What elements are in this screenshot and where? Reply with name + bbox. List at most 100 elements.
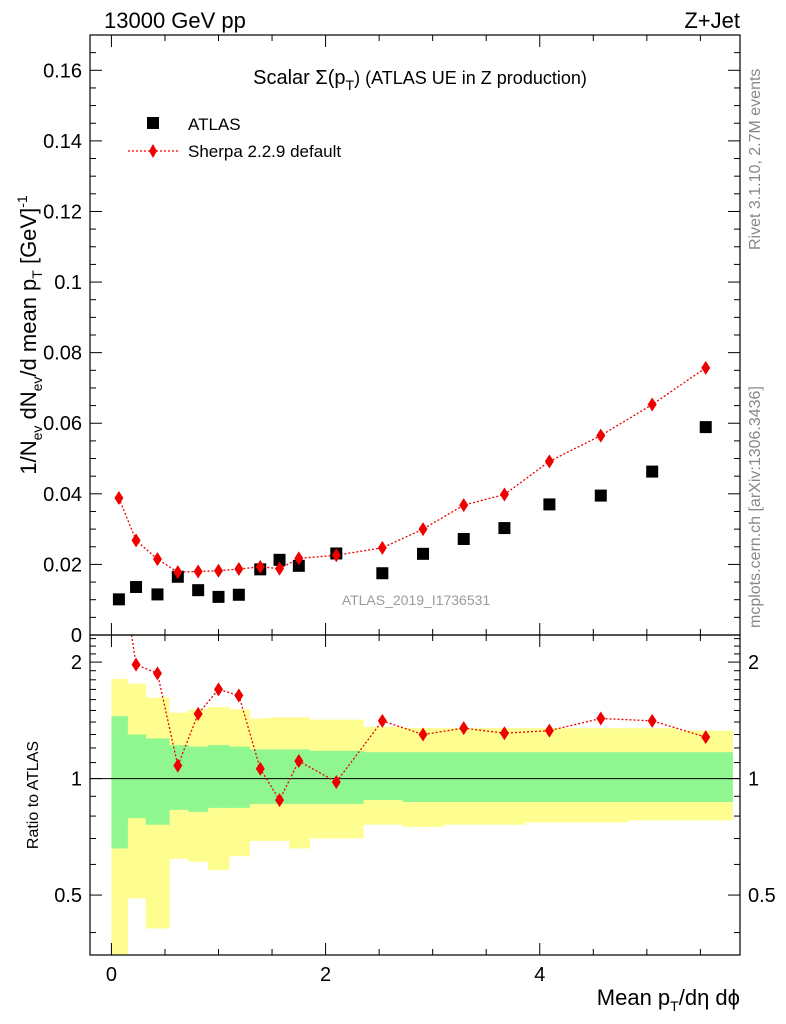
y-tick-label: 0.02 — [43, 554, 82, 576]
y-tick-label: 0.08 — [43, 343, 82, 365]
inner-band-bin — [443, 752, 485, 802]
inner-band-bin — [229, 746, 250, 808]
ratio-sherpa-point — [701, 730, 711, 745]
ratio-uncertainty-bands — [111, 678, 733, 955]
ratio-sherpa-point — [173, 758, 183, 773]
atlas-point — [498, 522, 511, 535]
inner-band-bin — [111, 716, 128, 849]
ratio-y-axis-label: Ratio to ATLAS — [25, 741, 42, 849]
analysis-watermark: ATLAS_2019_I1736531 — [342, 592, 491, 608]
x-axis-label: Mean pT/dη dϕ — [597, 985, 740, 1014]
legend-sherpa-marker — [149, 144, 157, 158]
inner-band-bin — [627, 752, 678, 802]
atlas-point — [646, 465, 659, 478]
sherpa-line — [118, 367, 707, 573]
ratio-y-tick-label-right: 2 — [748, 652, 759, 674]
sherpa-point — [131, 533, 141, 548]
sherpa-point — [275, 561, 285, 576]
atlas-point — [543, 498, 556, 511]
atlas-point — [457, 533, 470, 545]
sherpa-point — [214, 563, 224, 578]
ratio-y-tick-label: 1 — [71, 769, 82, 791]
atlas-point — [212, 590, 225, 603]
y-tick-label: 0.06 — [43, 413, 82, 435]
sherpa-point — [459, 498, 469, 513]
legend-atlas-marker — [147, 117, 159, 129]
ratio-y-tick-label-right: 1 — [748, 769, 759, 791]
sherpa-point — [418, 522, 428, 537]
inner-band-bin — [127, 734, 147, 819]
inner-band-bin — [169, 745, 189, 810]
ratio-sherpa-point — [544, 723, 554, 738]
main-y-axis-label: 1/Nev dNev/d mean pT [GeV]-1 — [14, 195, 45, 475]
ratio-sherpa-point — [214, 682, 224, 697]
main-series — [112, 360, 712, 606]
rivet-version-label: Rivet 3.1.10, 2.7M events — [747, 69, 764, 250]
sherpa-point — [114, 491, 124, 506]
y-tick-label: 0.1 — [54, 272, 82, 294]
y-tick-label: 0.14 — [43, 131, 82, 153]
x-tick-label: 2 — [320, 964, 331, 986]
atlas-point — [112, 593, 125, 606]
inner-band-bin — [188, 746, 209, 812]
inner-band-bin — [402, 752, 444, 802]
atlas-point — [594, 489, 607, 502]
inner-band-bin — [574, 752, 628, 802]
sherpa-point — [377, 540, 387, 555]
main-panel: 0 0.02 0.04 0.06 0.08 0.1 0.12 0.14 0.16 Scalar … — [14, 34, 741, 647]
sherpa-point — [544, 454, 554, 469]
ratio-sherpa-point — [255, 761, 265, 776]
ratio-series-clipped — [130, 635, 711, 808]
ratio-y-tick-label: 2 — [71, 652, 82, 674]
ratio-sherpa-point — [131, 657, 141, 672]
legend-atlas-label: ATLAS — [188, 115, 241, 134]
atlas-point — [376, 567, 389, 580]
ratio-plot-frame — [89, 634, 741, 956]
ratio-sherpa-point — [294, 754, 304, 769]
sherpa-point — [596, 428, 606, 443]
x-tick-label: 4 — [534, 964, 545, 986]
sherpa-point — [499, 487, 509, 502]
y-tick-label: 0.12 — [43, 201, 82, 223]
ratio-sherpa-point — [459, 721, 469, 736]
ratio-sherpa-point — [234, 688, 244, 703]
sherpa-point — [255, 559, 265, 574]
sherpa-point — [193, 564, 203, 579]
main-title: Scalar Σ(pT) (ATLAS UE in Z production) — [253, 67, 587, 93]
inner-band-bin — [145, 738, 170, 825]
header-process-label: Z+Jet — [684, 8, 740, 33]
atlas-point — [292, 559, 305, 572]
sherpa-point — [152, 552, 162, 567]
sherpa-point — [647, 397, 657, 412]
atlas-point — [417, 547, 430, 560]
inner-band-bin — [207, 745, 230, 808]
ratio-series — [130, 635, 711, 808]
mcplots-reference-label: mcplots.cern.ch [arXiv:1306.3436] — [747, 386, 764, 628]
ratio-y-tick-label-right: 0.5 — [748, 885, 776, 907]
x-tick-label: 0 — [106, 964, 117, 986]
legend: ATLAS Sherpa 2.2.9 default — [128, 115, 341, 161]
y-tick-label: 0.16 — [43, 60, 82, 82]
ratio-sherpa-point — [331, 774, 341, 789]
inner-band-bin — [676, 752, 733, 802]
sherpa-point — [234, 562, 244, 576]
legend-sherpa-label: Sherpa 2.2.9 default — [188, 142, 341, 161]
ratio-sherpa-point — [377, 713, 387, 728]
atlas-point — [192, 584, 205, 597]
y-tick-label: 0.04 — [43, 484, 82, 506]
sherpa-point — [173, 565, 183, 580]
ratio-y-tick-label: 0.5 — [54, 885, 82, 907]
header-energy-label: 13000 GeV pp — [104, 8, 246, 33]
ratio-sherpa-point — [193, 706, 203, 721]
sherpa-point — [701, 360, 711, 375]
ratio-ticks: 0.5 0.5 1 1 2 2 0 2 4 — [54, 635, 776, 986]
main-y-ticks: 0 0.02 0.04 0.06 0.08 0.1 0.12 0.14 0.16 — [43, 35, 740, 647]
ratio-sherpa-point — [596, 711, 606, 726]
atlas-point — [699, 421, 712, 434]
inner-band-bin — [289, 749, 310, 804]
ratio-sherpa-point — [152, 666, 162, 681]
inner-band-bin — [249, 749, 271, 804]
atlas-point — [273, 553, 286, 566]
inner-band-bin — [484, 752, 526, 802]
